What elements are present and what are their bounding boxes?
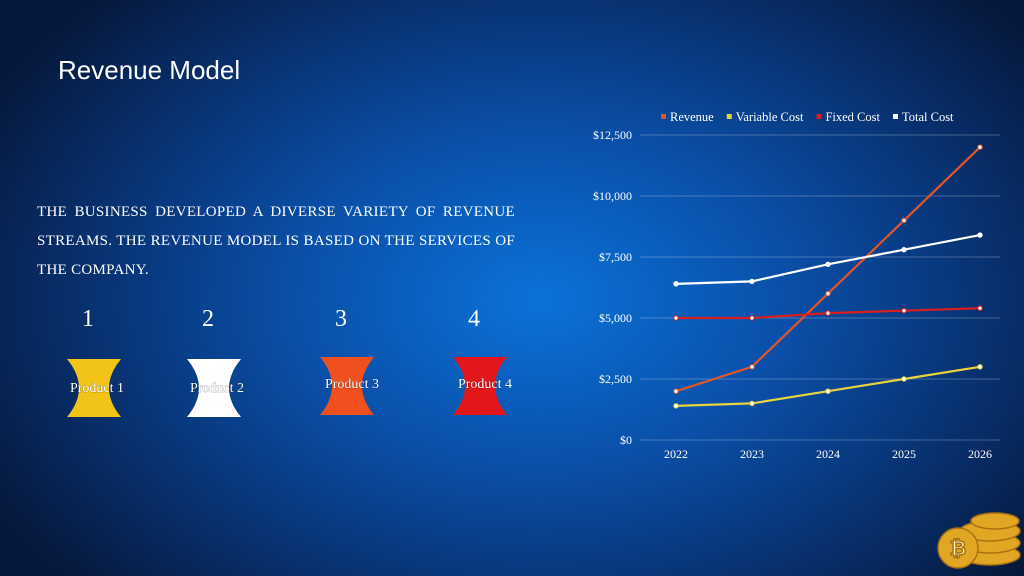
data-point (825, 290, 831, 297)
product-number: 3 (335, 306, 347, 332)
x-tick-label: 2023 (740, 447, 764, 461)
data-point (749, 278, 755, 285)
product-label: Product 1 (70, 381, 124, 396)
series-line (675, 365, 981, 407)
data-point (901, 307, 907, 314)
y-tick-label: $7,500 (599, 250, 632, 264)
data-point (977, 305, 983, 311)
hourglass (320, 357, 374, 415)
x-tick-label: 2026 (968, 447, 992, 461)
data-point (749, 315, 755, 321)
y-tick-label: $10,000 (593, 189, 632, 203)
data-point (749, 400, 755, 407)
series-line (675, 233, 981, 285)
hourglass (187, 359, 241, 417)
legend-swatch (726, 114, 732, 119)
legend-label: Variable Cost (736, 110, 804, 124)
legend-label: Revenue (670, 110, 714, 124)
data-point (673, 403, 679, 409)
product-number: 4 (468, 306, 480, 332)
x-tick-label: 2022 (664, 447, 688, 461)
hourglass (67, 359, 121, 417)
legend-swatch (661, 114, 666, 119)
legend-swatch (816, 114, 822, 119)
data-point (901, 376, 907, 382)
data-point (901, 217, 907, 224)
y-tick-label: $12,500 (593, 128, 632, 142)
data-point (901, 246, 907, 253)
y-tick-label: $2,500 (599, 372, 632, 386)
legend-label: Total Cost (902, 110, 954, 124)
product-label: Product 4 (458, 377, 512, 392)
coins: ₿ (937, 512, 1021, 569)
data-point (977, 144, 983, 150)
product-number: 1 (82, 306, 94, 332)
legend-swatch (892, 114, 898, 119)
slide-title: Revenue Model (58, 55, 241, 85)
x-tick-label: 2025 (892, 447, 916, 461)
data-point (977, 232, 983, 238)
data-point (977, 364, 983, 370)
product-label: Product 3 (325, 377, 379, 392)
y-tick-label: $5,000 (599, 311, 632, 325)
product-number: 2 (202, 306, 214, 332)
svg-text:₿: ₿ (950, 536, 966, 560)
y-tick-label: $0 (620, 433, 632, 447)
x-tick-label: 2024 (816, 447, 840, 461)
data-point (749, 364, 755, 370)
legend-label: Fixed Cost (825, 110, 880, 124)
data-point (673, 388, 679, 394)
data-point (673, 315, 679, 321)
product-label: Product 2 (190, 381, 244, 396)
hourglass (453, 357, 507, 415)
data-point (825, 310, 831, 316)
data-point (673, 281, 679, 287)
data-point (825, 388, 831, 394)
body-text: THE BUSINESS DEVELOPED A DIVERSE VARIETY… (37, 204, 515, 278)
data-point (825, 261, 831, 268)
series-line (675, 146, 981, 393)
